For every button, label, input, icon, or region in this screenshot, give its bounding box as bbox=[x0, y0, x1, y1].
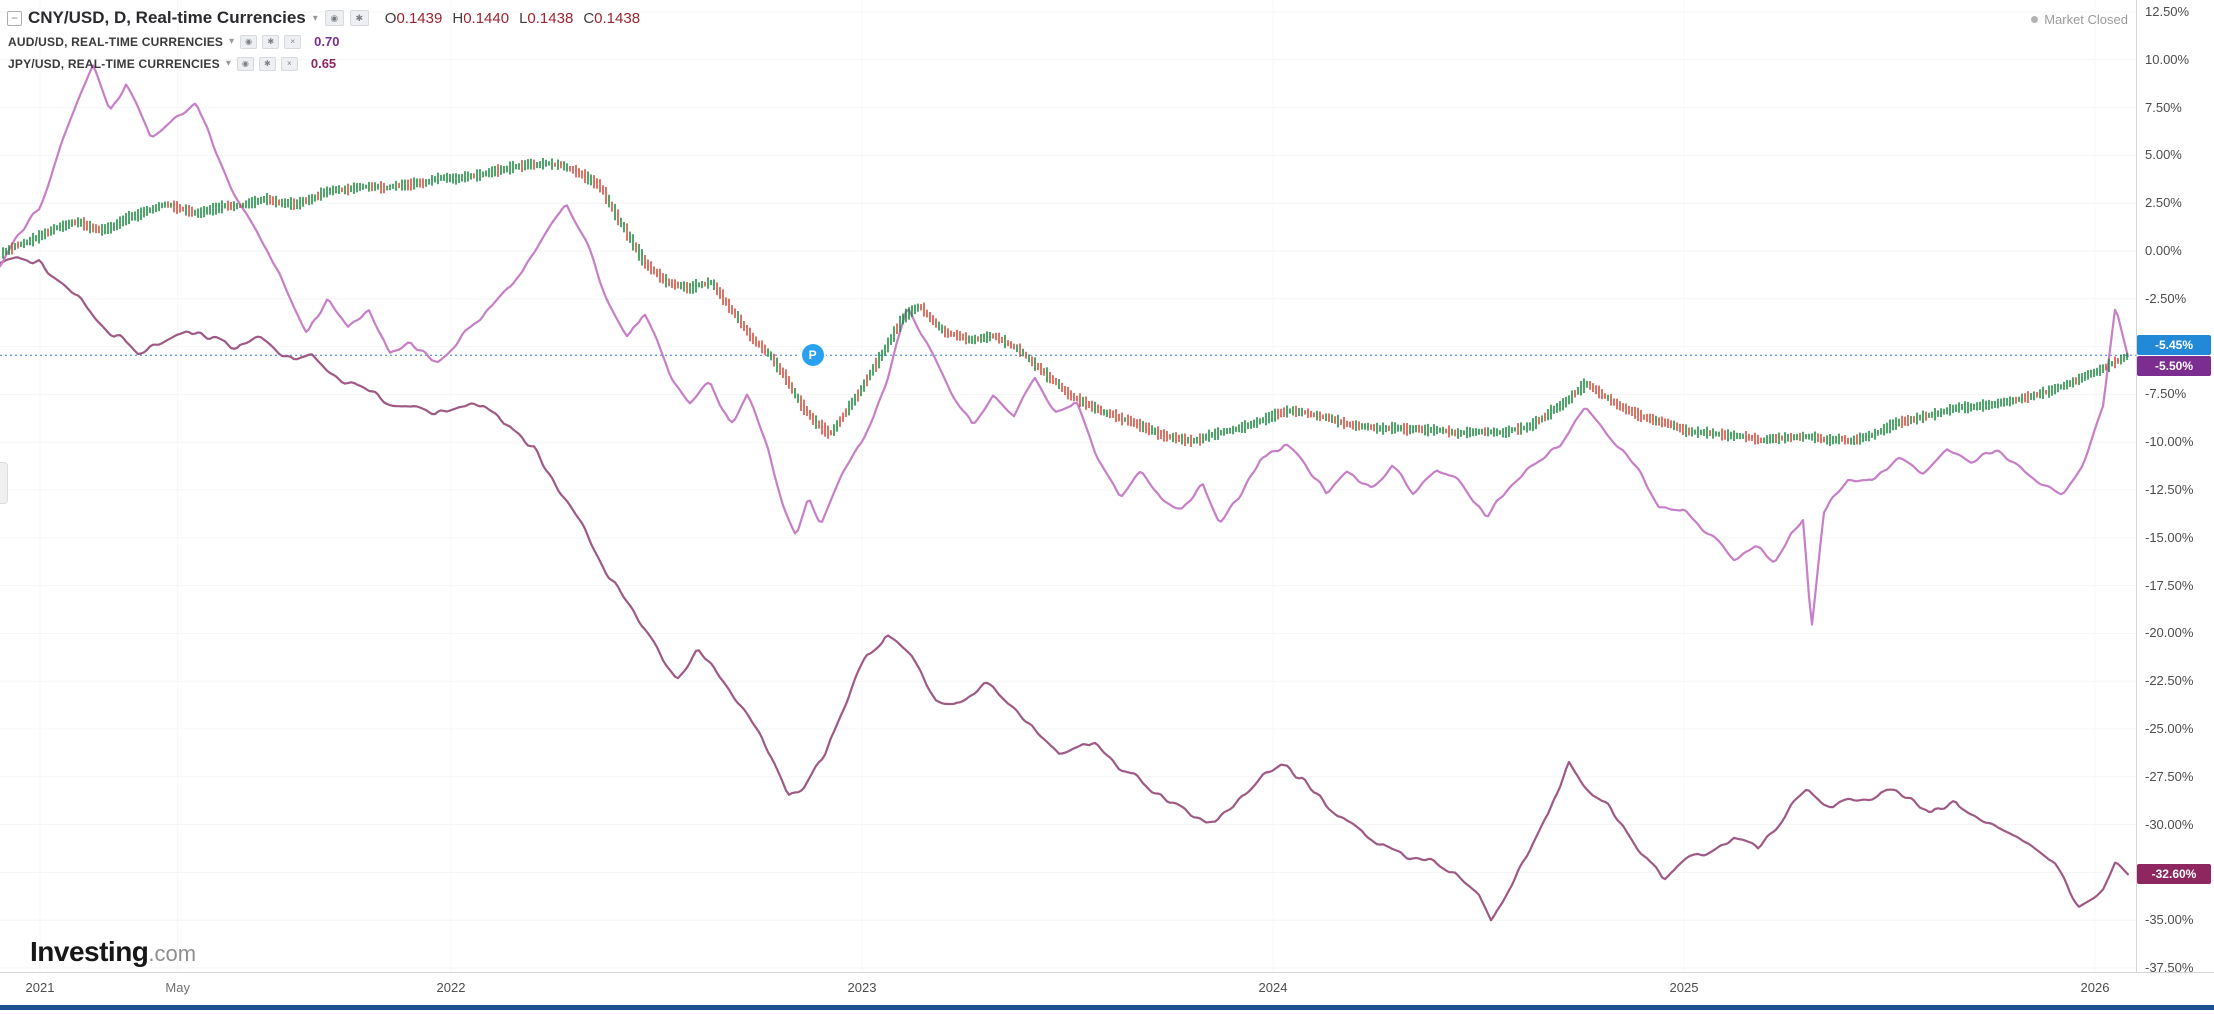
logo-tld: .com bbox=[148, 941, 197, 966]
eye-icon[interactable]: ◉ bbox=[236, 56, 254, 71]
eye-icon[interactable]: ◉ bbox=[240, 34, 258, 49]
x-axis-label: 2022 bbox=[436, 980, 466, 995]
settings-icon[interactable]: ✱ bbox=[258, 56, 276, 71]
x-axis-label: 2023 bbox=[847, 980, 877, 995]
y-axis-tick: -15.00% bbox=[2145, 529, 2194, 545]
investing-logo: Investing .com bbox=[30, 936, 196, 968]
close-label: C bbox=[583, 9, 595, 27]
logo-brand: Investing bbox=[30, 936, 149, 967]
bottom-bar bbox=[0, 1005, 2214, 1010]
y-axis-tick: -20.00% bbox=[2145, 625, 2194, 641]
y-axis-tick: -30.00% bbox=[2145, 816, 2194, 832]
p-marker[interactable]: P bbox=[801, 344, 824, 367]
eye-icon[interactable]: ◉ bbox=[324, 10, 344, 26]
y-axis-tick: -2.50% bbox=[2145, 290, 2187, 306]
overlay-value: 0.70 bbox=[314, 34, 340, 49]
low-label: L bbox=[519, 9, 528, 27]
overlay-value: 0.65 bbox=[310, 56, 337, 71]
chevron-down-icon[interactable]: ▾ bbox=[229, 36, 235, 47]
x-axis[interactable]: 2021 May 2022 2023 2024 2025 2026 bbox=[0, 972, 2214, 1005]
y-axis-tick: -27.50% bbox=[2145, 768, 2194, 784]
y-axis-tick: 0.00% bbox=[2145, 243, 2182, 258]
collapse-icon[interactable]: − bbox=[7, 10, 22, 26]
market-status-text: Market Closed bbox=[2044, 12, 2128, 27]
market-status: Market Closed bbox=[2031, 12, 2128, 27]
chart-canvas[interactable] bbox=[0, 0, 2136, 972]
low-value: 0.1438 bbox=[527, 9, 574, 27]
open-label: O bbox=[384, 9, 397, 27]
y-axis-tick: -10.00% bbox=[2145, 434, 2194, 450]
y-axis-tick: -12.50% bbox=[2145, 482, 2194, 497]
y-axis-tick: 10.00% bbox=[2145, 51, 2190, 67]
close-value: 0.1438 bbox=[594, 9, 641, 27]
main-symbol-title[interactable]: CNY/USD, D, Real-time Currencies bbox=[28, 8, 306, 27]
x-axis-label: 2026 bbox=[2080, 980, 2110, 995]
y-axis-tick: -37.50% bbox=[2145, 960, 2194, 975]
y-axis-tick: -32.50% bbox=[2145, 864, 2194, 880]
high-value: 0.1440 bbox=[463, 9, 510, 27]
y-axis[interactable]: 12.50% 10.00% 7.50% 5.00% 2.50% 0.00% -2.50% -5… bbox=[2136, 0, 2214, 975]
high-label: H bbox=[452, 9, 464, 27]
ohlc-values: O 0.1439 H 0.1440 L 0.1438 C 0.1438 bbox=[385, 10, 640, 27]
chevron-down-icon[interactable]: ▾ bbox=[225, 58, 231, 69]
x-axis-label: 2024 bbox=[1258, 980, 1288, 995]
x-axis-label: 2025 bbox=[1669, 980, 1699, 995]
settings-icon[interactable]: ✱ bbox=[349, 10, 369, 26]
y-axis-tick: -17.50% bbox=[2145, 577, 2194, 593]
settings-icon[interactable]: ✱ bbox=[262, 34, 280, 49]
y-axis-tick: 5.00% bbox=[2145, 147, 2182, 163]
close-icon[interactable]: × bbox=[280, 56, 298, 71]
open-value: 0.1439 bbox=[396, 9, 443, 27]
overlay-symbol-title[interactable]: AUD/USD, REAL-TIME CURRENCIES bbox=[8, 34, 224, 49]
overlay-symbol-title[interactable]: JPY/USD, REAL-TIME CURRENCIES bbox=[8, 56, 220, 71]
overlay-row-jpyusd[interactable]: JPY/USD, REAL-TIME CURRENCIES ▾ ◉ ✱ × 0.… bbox=[8, 56, 336, 71]
x-axis-label: May bbox=[165, 980, 190, 995]
y-axis-tick: 7.50% bbox=[2145, 99, 2182, 115]
close-icon[interactable]: × bbox=[284, 34, 302, 49]
y-axis-tick: -7.50% bbox=[2145, 386, 2187, 402]
status-dot-icon bbox=[2031, 16, 2039, 23]
y-axis-tick: -22.50% bbox=[2145, 673, 2194, 689]
side-toolbar-handle[interactable] bbox=[0, 462, 8, 504]
x-axis-label: 2021 bbox=[25, 980, 55, 995]
y-axis-tick: -5.00% bbox=[2145, 338, 2187, 354]
overlay-row-audusd[interactable]: AUD/USD, REAL-TIME CURRENCIES ▾ ◉ ✱ × 0.… bbox=[8, 34, 339, 49]
y-axis-tick: 2.50% bbox=[2145, 195, 2182, 211]
chevron-down-icon[interactable]: ▾ bbox=[312, 12, 318, 24]
y-axis-tick: -25.00% bbox=[2145, 721, 2194, 736]
y-axis-tick: 12.50% bbox=[2145, 4, 2190, 19]
main-symbol-row[interactable]: − CNY/USD, D, Real-time Currencies ▾ ◉ ✱… bbox=[7, 8, 640, 28]
y-axis-tick: -35.00% bbox=[2145, 912, 2194, 928]
